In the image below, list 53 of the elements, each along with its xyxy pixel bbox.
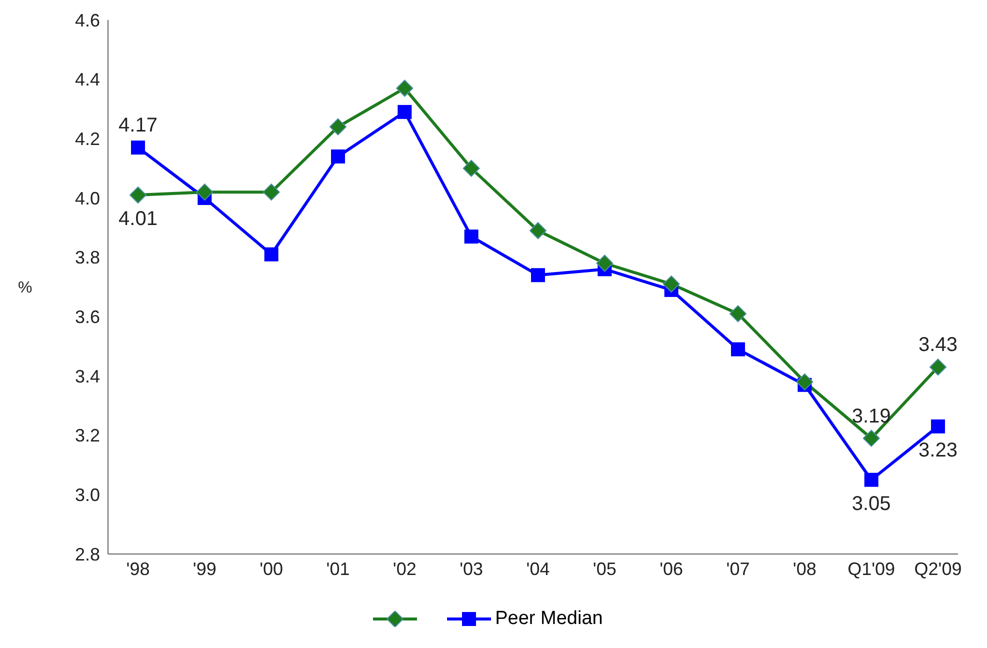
data-label: 4.17 [118, 114, 158, 137]
x-tick-label: '03 [460, 558, 484, 579]
x-tick-label: Q1'09 [848, 558, 896, 579]
y-tick-label: 3.4 [74, 366, 100, 386]
point [331, 149, 345, 164]
point [730, 305, 746, 322]
point [596, 254, 614, 272]
data-label: 3.43 [918, 334, 958, 356]
x-tick-label: '08 [792, 558, 816, 579]
x-tick-label: Q2'09 [914, 558, 962, 579]
y-tick-label: 2.8 [74, 544, 100, 564]
data-label: 3.19 [852, 405, 891, 428]
y-tick-label: 3.0 [74, 485, 100, 506]
x-tick-label: '07 [726, 558, 750, 579]
y-tick-label: 4.2 [74, 129, 100, 150]
point [731, 342, 745, 356]
data-label: 4.01 [118, 208, 158, 230]
x-tick-label: '02 [392, 558, 416, 579]
x-tick-label: '05 [592, 558, 616, 579]
point [931, 419, 945, 434]
point [662, 276, 680, 293]
y-tick-label: 4.0 [74, 188, 100, 208]
legend-label: Peer Median [495, 608, 603, 630]
x-tick-label: '04 [526, 558, 550, 579]
point [262, 184, 280, 201]
point [264, 247, 278, 262]
point [464, 230, 478, 244]
x-tick-label: '99 [192, 558, 216, 579]
x-tick-label: '00 [260, 558, 284, 579]
point [862, 430, 880, 447]
data-label: 3.05 [852, 492, 891, 515]
point [530, 222, 546, 240]
point [130, 186, 146, 204]
point [330, 118, 346, 136]
y-tick-label: 3.8 [74, 248, 100, 268]
y-tick-label: 3.2 [74, 426, 100, 446]
x-tick-label: '06 [660, 558, 684, 579]
point [796, 373, 814, 390]
y-tick-label: 4.4 [74, 70, 100, 90]
point [930, 358, 946, 376]
point [531, 268, 545, 282]
point [398, 104, 412, 119]
point [396, 80, 414, 97]
y-axis-title: % [18, 280, 32, 297]
x-tick-label: '98 [126, 558, 150, 579]
point [462, 160, 480, 177]
data-label: 3.23 [918, 439, 958, 462]
y-tick-label: 3.6 [74, 307, 100, 328]
point [196, 184, 214, 201]
x-tick-label: '01 [326, 558, 350, 579]
y-tick-label: 4.6 [74, 10, 100, 30]
point [131, 140, 145, 155]
point [864, 472, 878, 487]
